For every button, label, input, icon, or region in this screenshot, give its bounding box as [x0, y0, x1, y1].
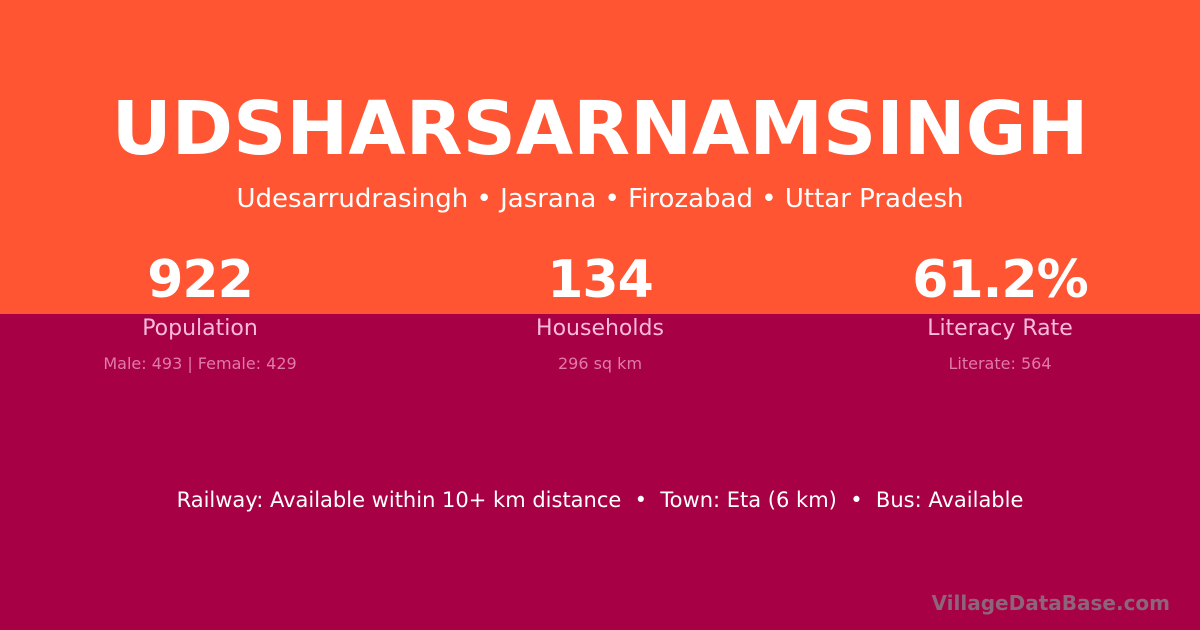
connectivity-info: Railway: Available within 10+ km distanc…: [176, 488, 1024, 512]
location-breadcrumb: Udesarrudrasingh • Jasrana • Firozabad •…: [236, 184, 964, 214]
stat-value: 61.2%: [912, 250, 1088, 310]
stat-label: Households: [536, 316, 664, 341]
stat-detail: 296 sq km: [557, 354, 643, 373]
header-band: [0, 0, 1200, 314]
village-title: UDSHARSARNAMSINGH: [111, 86, 1089, 172]
stat-detail: Male: 493 | Female: 429: [103, 354, 297, 373]
body-band: [0, 314, 1200, 630]
stat-value: 922: [147, 250, 254, 310]
stat-label: Literacy Rate: [927, 316, 1073, 341]
brand-watermark: VillageDataBase.com: [931, 591, 1170, 615]
stat-label: Population: [142, 316, 258, 341]
stat-detail: Literate: 564: [948, 354, 1052, 373]
stat-value: 134: [547, 250, 654, 310]
